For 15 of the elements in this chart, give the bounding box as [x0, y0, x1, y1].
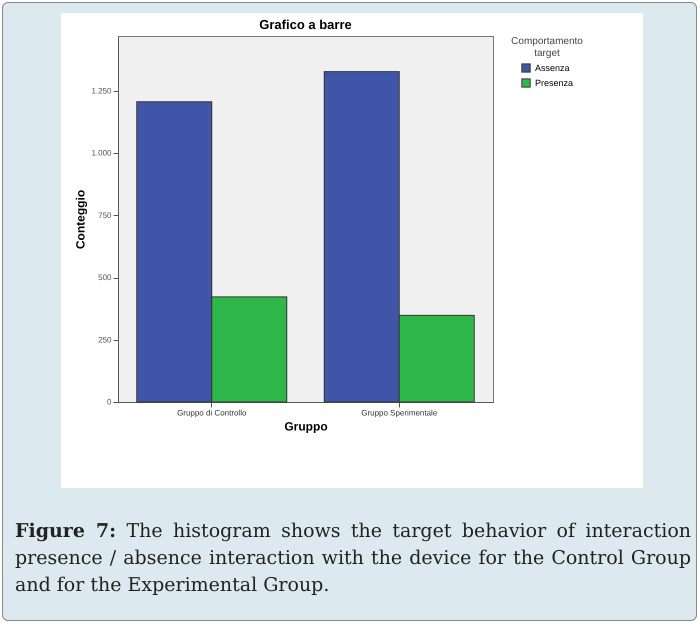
y-tick-label: 1.250 [91, 86, 112, 96]
legend-label: Presenza [535, 78, 574, 88]
x-tick-label: Gruppo Sperimentale [361, 408, 438, 418]
legend-title: Comportamento target [511, 36, 584, 59]
x-axis-title: Gruppo [284, 420, 328, 434]
legend-label: Assenza [535, 63, 570, 73]
y-tick-label: 0 [107, 398, 112, 406]
y-tick-label: 500 [98, 273, 112, 282]
y-tick-label: 750 [98, 210, 112, 220]
y-axis-title: Conteggio [73, 190, 88, 250]
chart-title: Grafico a barre [259, 17, 352, 32]
y-tick-label: 250 [98, 335, 112, 344]
y-tick-label: 1.000 [91, 148, 112, 158]
x-tick-label: Gruppo di Controllo [177, 408, 247, 418]
caption: Figure 7: The histogram shows the target behavior of interaction presence / absence interaction with the device for the Control Group and for the Experimental Group. [15, 519, 691, 598]
